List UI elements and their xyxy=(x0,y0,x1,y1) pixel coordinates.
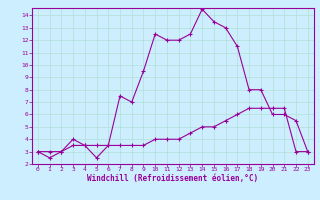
X-axis label: Windchill (Refroidissement éolien,°C): Windchill (Refroidissement éolien,°C) xyxy=(87,174,258,183)
